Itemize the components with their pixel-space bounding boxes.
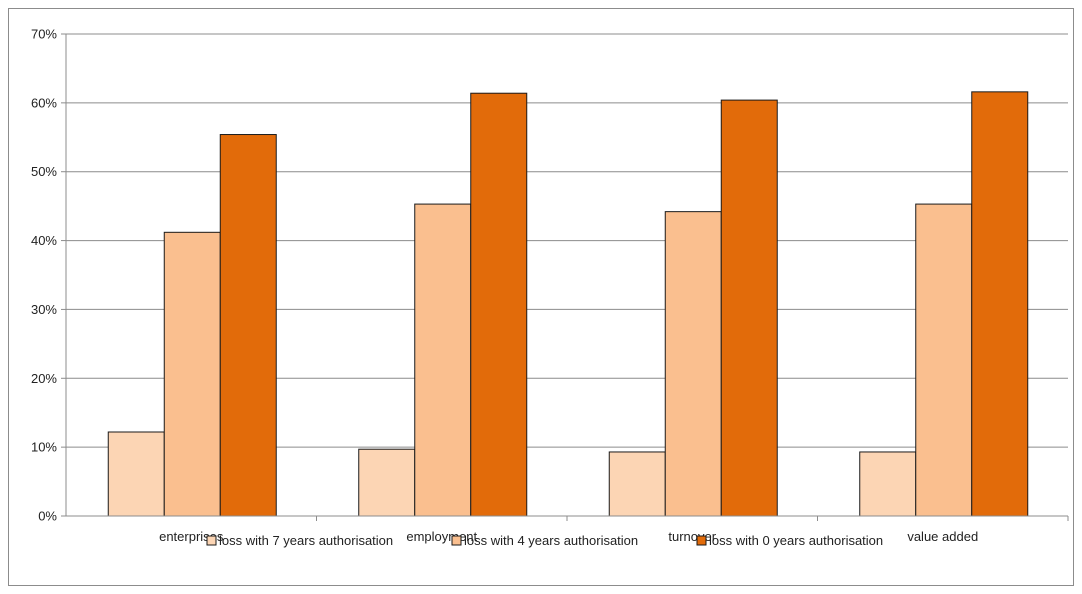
y-tick-label: 30% <box>31 302 57 317</box>
axes <box>61 33 1069 521</box>
bar <box>720 99 778 517</box>
y-tick-label: 60% <box>31 95 57 110</box>
legend-swatch <box>451 535 462 546</box>
y-tick-label: 20% <box>31 371 57 386</box>
bar <box>664 211 722 517</box>
legend-label: loss with 7 years authorisation <box>219 533 393 548</box>
bars <box>107 91 1029 517</box>
y-tick-labels: 0% 10% 20% 30% 40% 50% 60% 70% <box>31 27 57 524</box>
y-tick-label: 50% <box>31 164 57 179</box>
legend-swatch <box>696 535 707 546</box>
legend: loss with 7 years authorisation loss with… <box>206 533 883 548</box>
bar <box>219 134 277 517</box>
bar <box>470 92 528 517</box>
bar <box>107 431 165 517</box>
y-tick-label: 40% <box>31 233 57 248</box>
bar <box>915 203 973 517</box>
y-tick-label: 10% <box>31 440 57 455</box>
bar <box>608 451 666 517</box>
bar <box>163 231 221 517</box>
bar <box>414 203 472 517</box>
y-tick-label: 0% <box>38 509 57 524</box>
bar <box>358 448 416 517</box>
legend-label: loss with 4 years authorisation <box>464 533 638 548</box>
bar <box>971 91 1029 517</box>
x-tick-label: value added <box>907 529 978 544</box>
bar <box>859 451 917 517</box>
legend-swatch <box>206 535 217 546</box>
legend-label: loss with 0 years authorisation <box>709 533 883 548</box>
y-tick-label: 70% <box>31 27 57 42</box>
